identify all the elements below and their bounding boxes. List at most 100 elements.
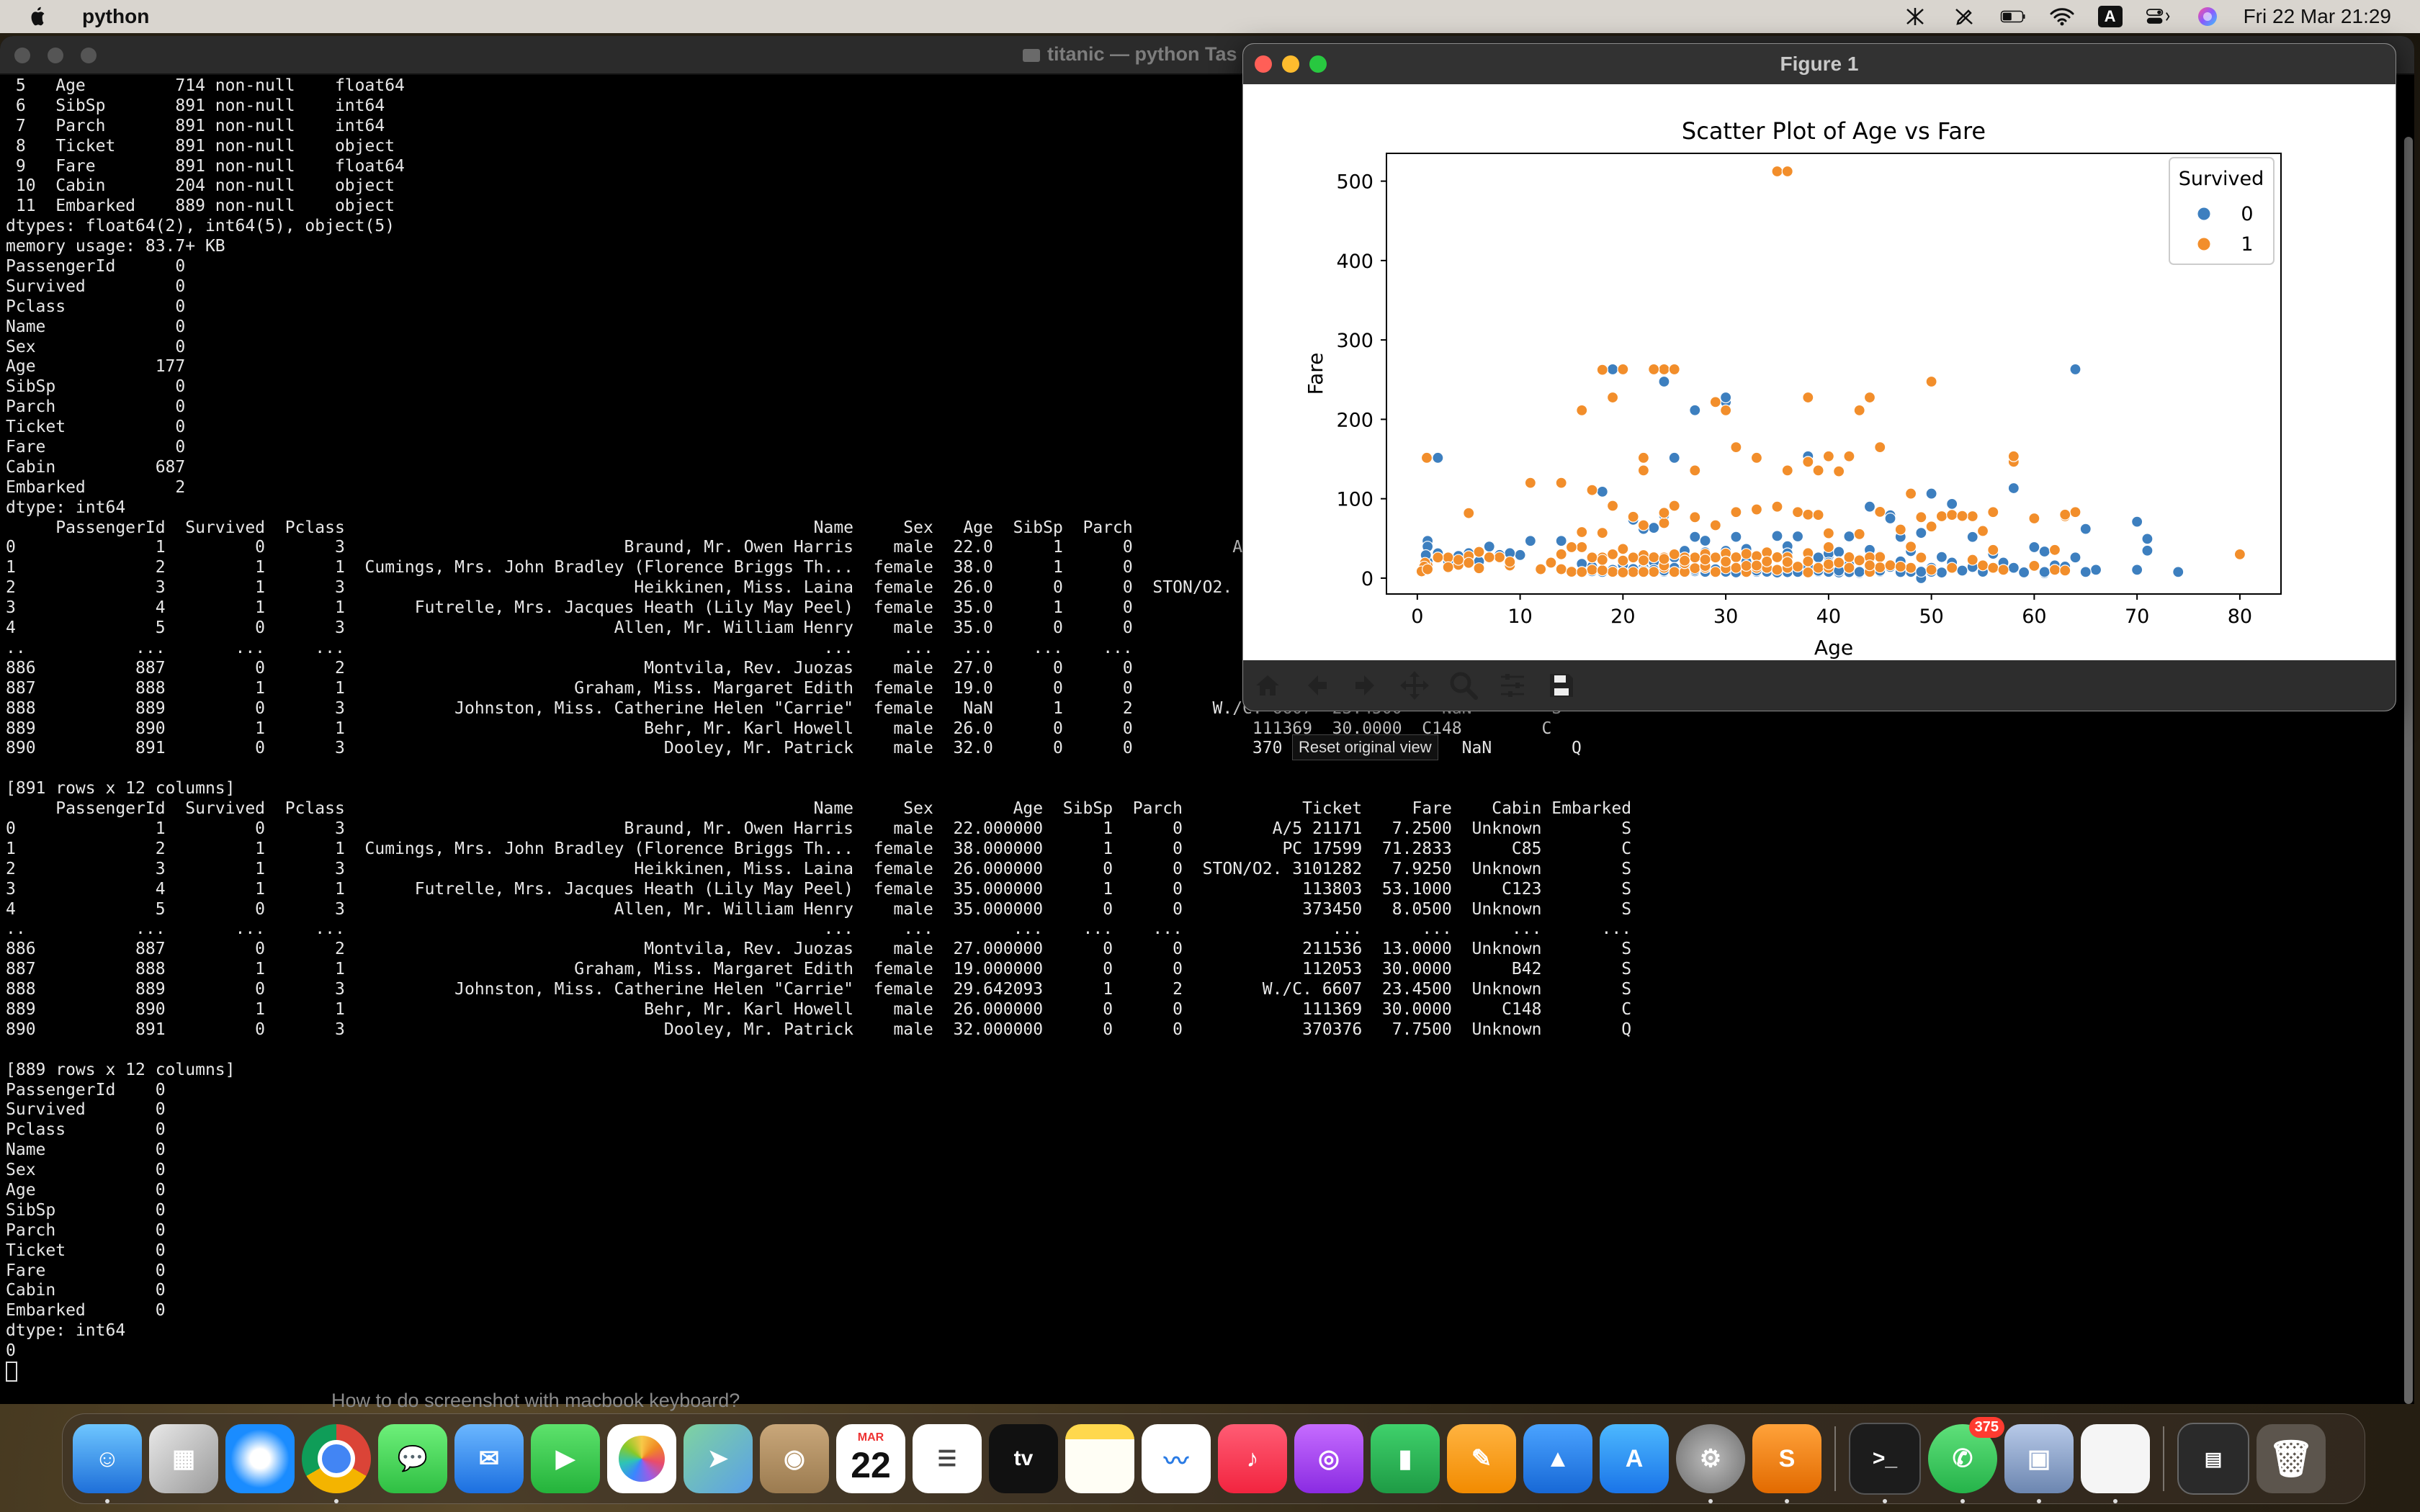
- close-button[interactable]: [14, 48, 30, 63]
- data-point-survived-1: [1422, 563, 1434, 575]
- running-indicator: [105, 1499, 109, 1503]
- safari-icon[interactable]: ✦: [225, 1424, 295, 1493]
- data-point-survived-1: [1771, 564, 1783, 576]
- back-arrow-icon[interactable]: [1292, 661, 1341, 710]
- data-point-survived-1: [1483, 551, 1495, 564]
- data-point-survived-1: [1843, 551, 1855, 564]
- forward-arrow-icon[interactable]: [1341, 661, 1390, 710]
- data-point-survived-1: [1678, 554, 1691, 567]
- keynote-icon[interactable]: ▲: [1523, 1424, 1592, 1493]
- contacts-icon[interactable]: ◉: [760, 1424, 829, 1493]
- running-indicator: [2037, 1499, 2041, 1503]
- data-point-survived-1: [1730, 562, 1742, 574]
- data-point-survived-1: [1658, 553, 1670, 565]
- data-point-survived-1: [1627, 510, 1639, 523]
- dock-separator: [1834, 1426, 1836, 1491]
- data-point-survived-0: [1514, 549, 1526, 561]
- data-point-survived-1: [1935, 510, 1948, 523]
- facetime-icon[interactable]: ▶: [531, 1424, 600, 1493]
- save-icon[interactable]: [1537, 661, 1586, 710]
- photos-icon[interactable]: [607, 1424, 676, 1493]
- control-center-icon[interactable]: [2146, 6, 2172, 27]
- data-point-survived-0: [1925, 487, 1937, 500]
- configure-subplots-icon[interactable]: [1488, 661, 1537, 710]
- data-point-survived-1: [1442, 561, 1454, 573]
- minimize-button[interactable]: [1282, 55, 1299, 73]
- terminal-prompt[interactable]: [6, 1362, 2400, 1382]
- data-point-survived-1: [1648, 363, 1660, 376]
- zoom-icon[interactable]: [1439, 661, 1488, 710]
- battery-icon[interactable]: [2000, 6, 2026, 27]
- data-point-survived-1: [1802, 566, 1814, 579]
- terminal-line: memory usage: 83.7+ KB: [6, 237, 225, 256]
- network-activity-icon[interactable]: [1902, 6, 1928, 27]
- data-point-survived-0: [1935, 551, 1948, 563]
- minimize-button[interactable]: [48, 48, 63, 63]
- siri-icon[interactable]: [2195, 6, 2220, 27]
- plot-area: [1386, 153, 2282, 595]
- figure-titlebar[interactable]: Figure 1: [1243, 44, 2396, 84]
- sublime-text-icon[interactable]: S: [1752, 1424, 1821, 1503]
- data-point-survived-1: [1637, 464, 1649, 477]
- terminal-line: SibSp 0: [6, 377, 186, 397]
- legend-marker: [2197, 237, 2211, 251]
- home-icon[interactable]: [1243, 661, 1292, 710]
- data-point-survived-1: [1802, 508, 1814, 521]
- data-point-survived-1: [1463, 557, 1475, 569]
- data-point-survived-1: [1565, 541, 1578, 554]
- wifi-icon[interactable]: [2049, 6, 2075, 27]
- music-icon[interactable]: ♪: [1218, 1424, 1287, 1493]
- apple-menu-icon[interactable]: [27, 4, 49, 29]
- finder-icon[interactable]: ☺: [73, 1424, 142, 1503]
- close-button[interactable]: [1255, 55, 1272, 73]
- podcasts-icon[interactable]: ◎: [1294, 1424, 1363, 1493]
- data-point-survived-1: [2028, 559, 2040, 572]
- clock[interactable]: Fri 22 Mar 21:29: [2243, 5, 2391, 27]
- maps-icon[interactable]: ➤: [684, 1424, 753, 1493]
- whatsapp-icon[interactable]: ✆ 375: [1928, 1417, 2004, 1503]
- downloads-stack-icon[interactable]: ▤: [2177, 1423, 2249, 1495]
- app-store-icon[interactable]: A: [1600, 1424, 1669, 1493]
- preview-icon[interactable]: ▣: [2004, 1424, 2074, 1503]
- figure-title: Figure 1: [1780, 53, 1859, 75]
- data-point-survived-1: [1904, 487, 1917, 500]
- terminal-line: Age 0: [6, 1180, 166, 1200]
- numbers-icon[interactable]: ▮: [1371, 1424, 1440, 1493]
- zoom-button[interactable]: [81, 48, 97, 63]
- data-point-survived-0: [2079, 566, 2092, 578]
- data-point-survived-1: [1576, 566, 1588, 578]
- x-tick-label: 50: [1919, 606, 1943, 628]
- running-indicator: [1883, 1499, 1887, 1503]
- terminal-output[interactable]: 5 Age 714 non-null float64 6 SibSp 891 n…: [6, 76, 2400, 1404]
- data-point-survived-1: [1874, 441, 1886, 454]
- calendar-icon[interactable]: MAR 22: [836, 1424, 905, 1493]
- app-name[interactable]: python: [82, 5, 150, 27]
- notes-icon[interactable]: [1065, 1424, 1134, 1493]
- terminal-line: Pclass 0: [6, 1120, 166, 1140]
- plot-canvas[interactable]: Scatter Plot of Age vs Fare Age Fare 0 10 20 3…: [1243, 84, 2396, 660]
- reminders-icon[interactable]: ☰: [913, 1424, 982, 1493]
- terminal-line: 5 Age 714 non-null float64: [6, 76, 405, 95]
- trash-icon[interactable]: 🗑: [2257, 1424, 2326, 1493]
- launchpad-icon[interactable]: ▦: [149, 1424, 218, 1493]
- messages-icon[interactable]: 💬: [378, 1424, 447, 1493]
- pages-icon[interactable]: ✎: [1447, 1424, 1516, 1493]
- x-tick-label: 0: [1411, 606, 1423, 628]
- freeform-icon[interactable]: 〰: [1142, 1424, 1211, 1493]
- chrome-icon[interactable]: [302, 1424, 371, 1503]
- pen-off-icon[interactable]: [1951, 6, 1977, 27]
- pan-icon[interactable]: [1390, 661, 1439, 710]
- terminal-scrollbar[interactable]: [2404, 137, 2413, 1404]
- data-point-survived-1: [1822, 541, 1834, 554]
- data-point-survived-1: [1627, 552, 1639, 564]
- document-icon[interactable]: [2081, 1424, 2150, 1503]
- system-settings-icon[interactable]: ⚙: [1676, 1424, 1745, 1503]
- data-point-survived-1: [1699, 553, 1711, 566]
- terminal-icon[interactable]: >_: [1849, 1423, 1921, 1503]
- mail-icon[interactable]: ✉: [454, 1424, 524, 1493]
- zoom-button[interactable]: [1309, 55, 1327, 73]
- input-source-icon[interactable]: A: [2097, 6, 2123, 27]
- data-point-survived-1: [1874, 561, 1886, 574]
- apple-tv-icon[interactable]: tv: [989, 1424, 1058, 1493]
- data-point-survived-1: [1709, 396, 1721, 408]
